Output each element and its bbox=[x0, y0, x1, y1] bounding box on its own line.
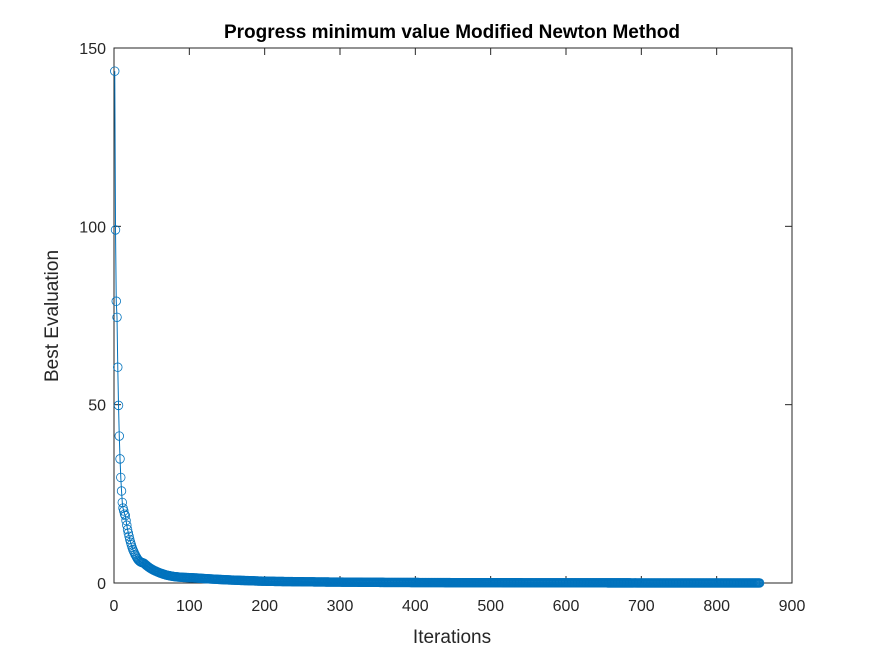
data-point bbox=[754, 578, 765, 588]
data-point bbox=[116, 472, 126, 483]
y-tick-label: 0 bbox=[97, 576, 106, 593]
x-tick-label: 600 bbox=[553, 598, 580, 615]
data-point bbox=[119, 506, 129, 516]
data-series bbox=[110, 66, 765, 588]
data-point bbox=[120, 510, 131, 521]
y-tick-label: 100 bbox=[79, 219, 106, 236]
data-point bbox=[121, 515, 131, 526]
y-tick-label: 150 bbox=[79, 41, 106, 58]
data-point bbox=[111, 296, 121, 306]
chart-title: Progress minimum value Modified Newton M… bbox=[224, 22, 680, 43]
data-point bbox=[113, 400, 124, 411]
data-point bbox=[116, 486, 127, 496]
x-tick-label: 100 bbox=[176, 598, 203, 615]
x-tick-label: 700 bbox=[628, 598, 655, 615]
data-point bbox=[115, 454, 125, 464]
x-tick-label: 300 bbox=[327, 598, 354, 615]
data-point bbox=[112, 312, 122, 322]
x-tick-label: 800 bbox=[703, 598, 730, 615]
axis-ticks: 0 100 200 300 400 500 600 700 800 900 0 50 100 150 bbox=[79, 41, 805, 615]
data-point bbox=[110, 225, 121, 235]
data-point bbox=[113, 362, 123, 372]
data-point bbox=[119, 509, 130, 519]
y-tick-label: 50 bbox=[88, 398, 106, 415]
x-tick-label: 400 bbox=[402, 598, 429, 615]
y-axis-label: Best Evaluation bbox=[42, 250, 63, 382]
x-tick-label: 0 bbox=[110, 598, 119, 615]
x-axis-label: Iterations bbox=[413, 627, 491, 648]
data-point bbox=[122, 520, 132, 530]
x-tick-label: 900 bbox=[779, 598, 806, 615]
x-tick-label: 200 bbox=[251, 598, 278, 615]
x-tick-label: 500 bbox=[477, 598, 504, 615]
data-point bbox=[123, 528, 134, 538]
data-point bbox=[124, 531, 134, 541]
plot-area bbox=[113, 47, 793, 584]
data-point bbox=[110, 66, 120, 76]
data-point bbox=[114, 431, 124, 441]
data-point bbox=[122, 524, 133, 535]
